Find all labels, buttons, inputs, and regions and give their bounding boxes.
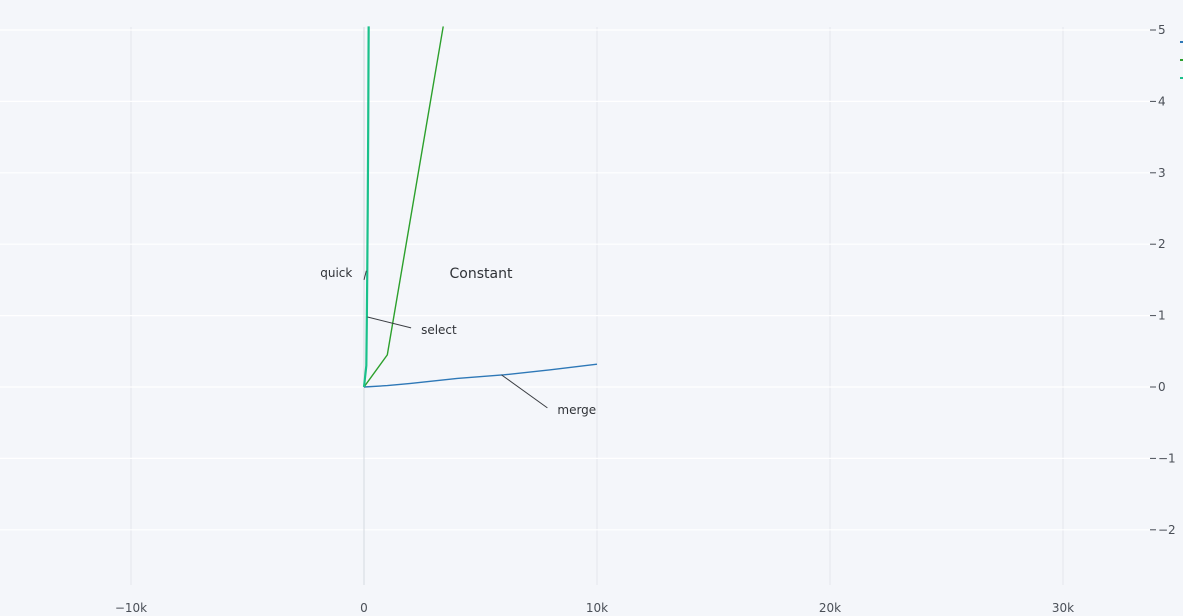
y-tick-label: −1	[1158, 451, 1176, 465]
annotation-label: select	[421, 323, 457, 337]
x-tick-label: 20k	[819, 601, 841, 615]
y-tick-label: 0	[1158, 380, 1166, 394]
series-line-3	[362, 26, 370, 388]
series-layer	[362, 26, 598, 388]
annotation-arrow	[367, 316, 412, 329]
x-tick-label: 10k	[586, 601, 608, 615]
annotation-label: merge	[557, 403, 596, 417]
y-tick-label: 5	[1158, 23, 1166, 37]
y-tick-label: 3	[1158, 166, 1166, 180]
annotation-label: quick	[320, 266, 352, 280]
annotation-arrow	[501, 374, 548, 409]
series-line-2	[363, 26, 444, 388]
y-tick-label: 4	[1158, 94, 1166, 108]
legend	[1180, 41, 1183, 79]
annotation-layer: quick select merge	[320, 266, 596, 417]
chart-title: Constant	[450, 266, 513, 282]
y-tick-label: 1	[1158, 309, 1166, 323]
series-line-1	[363, 363, 598, 388]
grid-layer	[0, 27, 1150, 585]
x-tick-label: 0	[360, 601, 368, 615]
x-tick-label: −10k	[115, 601, 147, 615]
y-tick-label: −2	[1158, 523, 1176, 537]
annotation-arrow	[363, 270, 367, 281]
x-tick-label: 30k	[1052, 601, 1074, 615]
axis-layer: −10k 0 10k 20k 30k −2 −1 0 1 2 3 4 5	[115, 23, 1176, 615]
y-tick-label: 2	[1158, 237, 1166, 251]
